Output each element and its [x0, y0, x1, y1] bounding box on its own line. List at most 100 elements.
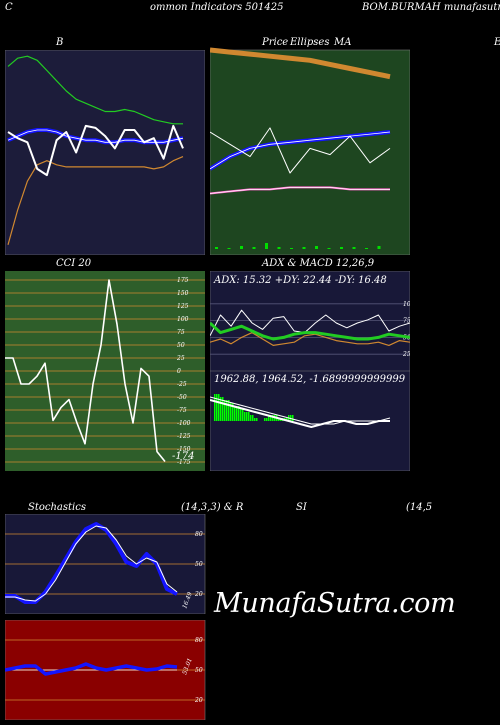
macd-histogram-bar: [216, 394, 218, 421]
ma-mid-highlight: [210, 187, 390, 194]
cci-chart: 175 150 125 100 75 50 25 0 -25 -50 -75 -100 -125 -150…: [5, 271, 205, 471]
plus-dy-line: [210, 309, 410, 337]
rsi-tick-label: 50: [195, 667, 203, 674]
ma-short-highlight: [210, 131, 391, 170]
watermark: MunafaSutra.com: [214, 588, 456, 619]
volume-bar: [377, 246, 381, 249]
cci-tick-label: 150: [177, 290, 189, 297]
adx-tick-label: 75: [403, 318, 410, 325]
adx-label: ADX: 15.32 +DY: 22.44 -DY: 16.48: [214, 275, 387, 286]
stoch-d-line: [5, 525, 178, 602]
cci-tick-label: 0: [177, 368, 181, 375]
bollinger-panel: [5, 50, 205, 255]
price-ma-panel: [210, 28, 410, 255]
cci-tick-label: -50: [177, 394, 187, 401]
cci-tick-label: 125: [177, 303, 189, 310]
stoch-tick-label: 20: [194, 591, 203, 598]
macd-histogram-bar: [246, 412, 248, 421]
header-center: ommon Indicators 501425: [150, 2, 284, 13]
bb-title: B: [56, 37, 64, 48]
macd-histogram-bar: [238, 406, 240, 421]
macd-histogram-bar: [272, 415, 274, 421]
macd-histogram-bar: [218, 394, 220, 421]
macd-histogram-bar: [268, 415, 270, 421]
volume-bar: [265, 243, 268, 249]
adx-tick-label: 100: [403, 301, 410, 308]
price-ma-chart: [210, 47, 410, 255]
macd-histogram-bar: [250, 415, 252, 421]
rsi-line: [5, 662, 178, 676]
adx-line: [210, 321, 410, 341]
macd-histogram-bar: [226, 400, 228, 421]
macd-histogram-bar: [224, 400, 226, 421]
macd-histogram-bar: [270, 415, 272, 421]
stoch-tick-label: 80: [195, 531, 203, 538]
stoch-k-line: [5, 522, 178, 604]
volume-bar: [340, 247, 343, 249]
volume-bar: [315, 246, 318, 249]
adx-tick-label: 25: [402, 351, 410, 358]
volume-bar: [365, 248, 368, 249]
stoch-panel: 80 50 20 16.49: [5, 514, 215, 614]
macd-signal-line: [210, 396, 391, 425]
macd-histogram-bar: [230, 403, 232, 421]
bb-middle-highlight: [7, 129, 184, 143]
bb-upper-line: [7, 55, 183, 125]
volume-bar: [240, 246, 243, 249]
far-right-title: E: [494, 37, 500, 48]
cci-tick-label: 175: [177, 277, 189, 284]
adx-macd-title: ADX & MACD 12,26,9: [262, 258, 375, 269]
macd-histogram-bar: [244, 412, 246, 421]
cci-tick-label: 25: [176, 355, 185, 362]
cci-value: -174: [172, 451, 195, 462]
price-title: Price: [262, 37, 289, 48]
macd-histogram-bar: [220, 397, 222, 421]
volume-bar: [215, 247, 218, 249]
macd-histogram-bar: [240, 409, 242, 421]
macd-histogram-bar: [290, 415, 292, 421]
header-left: C: [5, 2, 13, 13]
rsi-tick-label: 20: [194, 697, 203, 704]
macd-histogram-bar: [264, 418, 266, 421]
volume-bar: [277, 247, 281, 249]
macd-histogram-bar: [256, 418, 258, 421]
volume-bar: [327, 248, 331, 249]
macd-label: 1962.88, 1964.52, -1.6899999999999: [214, 374, 406, 385]
cci-line: [5, 279, 166, 463]
volume-bar: [290, 248, 293, 249]
macd-histogram-bar: [248, 412, 250, 421]
cci-tick-label: -100: [177, 420, 191, 427]
macd-histogram-bar: [292, 415, 294, 421]
macd-histogram-bar: [252, 415, 254, 421]
ma-close-line: [210, 127, 391, 174]
cci-tick-label: -25: [177, 381, 187, 388]
cci-panel: 175 150 125 100 75 50 25 0 -25 -50 -75 -100 -125 -150…: [5, 271, 215, 471]
rsi-panel: 80 50 20 53.01: [5, 620, 215, 720]
rsi-tick-label: 80: [195, 637, 203, 644]
cci-title: CCI 20: [56, 258, 92, 269]
stoch-tick-label: 50: [195, 561, 203, 568]
cci-tick-label: -150: [177, 446, 191, 453]
cci-tick-label: 100: [177, 316, 189, 323]
bb-lower-line: [7, 156, 184, 245]
macd-histogram-bar: [214, 394, 216, 421]
macd-histogram-bar: [222, 397, 224, 421]
ellipses-title: Ellipses: [290, 37, 330, 48]
cci-tick-label: -125: [177, 433, 191, 440]
volume-bar: [352, 247, 356, 249]
macd-histogram-bar: [228, 400, 230, 421]
macd-histogram-bar: [254, 418, 256, 421]
volume-bar: [227, 248, 231, 249]
macd-histogram-bar: [242, 409, 244, 421]
macd-histogram-bar: [266, 418, 268, 421]
stoch-title: Stochastics: [28, 502, 86, 513]
volume-bar: [252, 247, 256, 249]
volume-bar: [302, 247, 306, 249]
ma-long-line: [210, 47, 391, 80]
ma-title: MA: [334, 37, 352, 48]
si-title: SI: [296, 502, 307, 513]
